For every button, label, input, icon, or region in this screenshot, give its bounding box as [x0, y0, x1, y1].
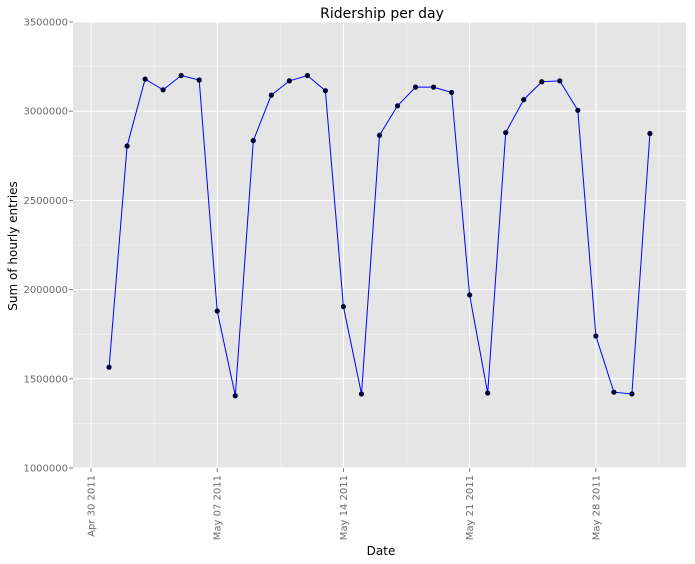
- x-tick-label: Apr 30 2011: [87, 475, 98, 537]
- data-point: [611, 389, 617, 395]
- y-axis: 1000000 1500000 2000000 2500000 3000000 35000…: [23, 18, 73, 475]
- data-point: [232, 393, 238, 399]
- x-tick-label: May 14 2011: [339, 475, 350, 540]
- data-point: [322, 88, 329, 94]
- data-points: [106, 72, 653, 399]
- data-point: [124, 143, 130, 149]
- data-point: [575, 107, 581, 113]
- data-point: [629, 391, 635, 397]
- x-axis: Apr 30 2011 May 07 2011 May 14 2011 May 21 …: [87, 468, 602, 540]
- data-point: [593, 333, 599, 339]
- x-tick-label: May 07 2011: [213, 475, 224, 540]
- y-tick-label: 2000000: [23, 285, 68, 296]
- y-tick-label: 1500000: [23, 374, 68, 385]
- data-point: [142, 76, 148, 82]
- data-point: [214, 308, 220, 314]
- x-tick-label: May 21 2011: [465, 475, 476, 540]
- data-point: [358, 391, 365, 397]
- data-point: [376, 132, 383, 138]
- data-point: [539, 79, 545, 85]
- data-point: [394, 103, 401, 109]
- data-point: [304, 72, 310, 79]
- chart-title: Ridership per day: [320, 6, 444, 22]
- data-point: [557, 78, 563, 84]
- data-point: [467, 292, 473, 298]
- y-tick-label: 3000000: [23, 107, 68, 118]
- x-axis-label: Date: [367, 544, 396, 558]
- data-point: [160, 87, 166, 93]
- data-point: [196, 77, 202, 83]
- grid-lines: [73, 21, 686, 469]
- y-tick-label: 1000000: [23, 464, 68, 475]
- y-tick-label: 2500000: [23, 196, 68, 207]
- data-point: [340, 303, 347, 310]
- data-point: [449, 89, 455, 96]
- y-axis-label: Sum of hourly entries: [6, 181, 20, 310]
- data-point: [268, 92, 274, 98]
- data-point: [178, 72, 184, 79]
- x-tick-label: May 28 2011: [591, 475, 602, 540]
- data-point: [647, 130, 653, 137]
- y-tick-label: 3500000: [23, 18, 68, 29]
- data-point: [430, 84, 437, 90]
- data-point: [412, 84, 419, 90]
- data-point: [521, 97, 527, 103]
- data-point: [250, 138, 256, 144]
- data-point: [106, 364, 112, 370]
- data-point: [485, 390, 491, 396]
- data-point: [503, 130, 509, 136]
- data-point: [286, 78, 292, 84]
